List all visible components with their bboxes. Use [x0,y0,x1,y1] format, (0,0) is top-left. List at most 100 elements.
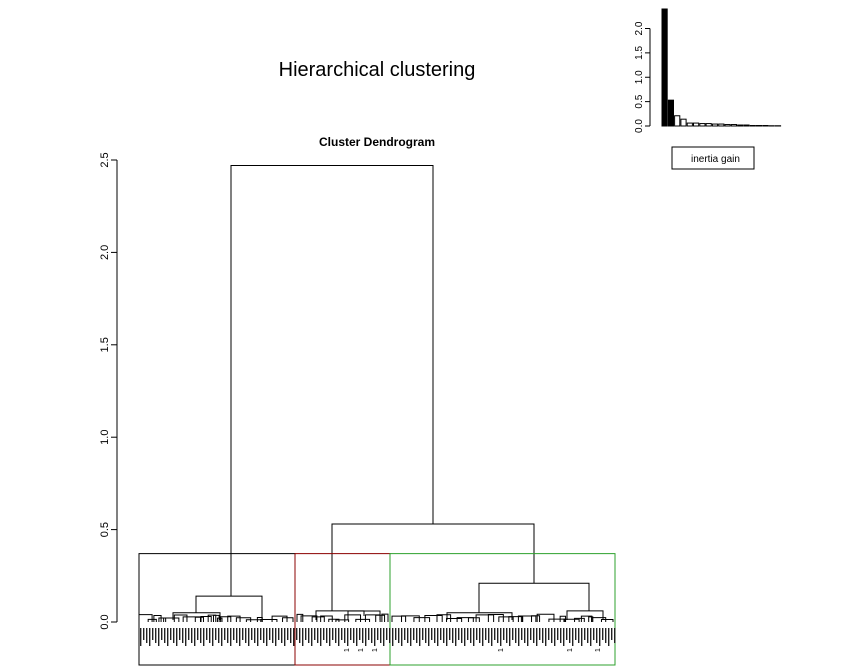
leaf-label [407,628,409,643]
leaf-label [530,628,532,640]
leaf-label [329,628,331,646]
leaf-label [428,628,430,646]
leaf-label [584,628,586,640]
leaf-label [200,628,202,643]
leaf-label [170,628,172,640]
leaf-label [503,628,505,640]
leaf-label [485,628,487,640]
leaf-label [611,628,613,640]
leaf-label [284,628,286,646]
leaf-label [320,628,322,646]
leaf-label [581,628,583,646]
leaf-label [287,628,289,640]
leaf-link [182,616,201,622]
leaf-label [302,628,304,646]
leaf-label [557,628,559,640]
leaf-label [296,628,298,640]
leaf-label [590,628,592,646]
leaf-link [245,619,263,622]
leaf-label-text: 1 [372,648,379,652]
leaf-label [272,628,274,643]
leaf-label [389,628,391,643]
inertia-bar [693,122,700,127]
leaf-label [566,628,568,640]
leaf-label [308,628,310,643]
leaf-label [383,628,385,646]
leaf-link [311,616,325,622]
leaf-label [182,628,184,643]
leaf-link [300,615,318,622]
leaf-link [401,615,420,622]
leaf-label [239,628,241,646]
leaf-label [380,628,382,643]
inertia-y-tick-label: 1.0 [634,70,645,84]
leaf-link [194,616,204,622]
leaf-label [188,628,190,640]
leaf-label [353,628,355,643]
leaf-link [467,617,480,622]
leaf-label [548,628,550,640]
inertia-bar [667,99,674,127]
leaf-label [473,628,475,646]
leaf-label [155,628,157,643]
leaf-label [443,628,445,643]
cluster-boxes [138,553,616,666]
leaf-label [506,628,508,643]
legend-label: inertia gain [691,154,740,165]
leaf-label [599,628,601,646]
leaf-label [497,628,499,643]
link-cluster1a [172,612,221,620]
leaf-label [341,628,343,640]
leaf-link [536,613,555,622]
leaf-label [392,628,394,646]
leaf-link [563,618,580,622]
link-cluster3 [478,582,590,613]
leaf-label [614,628,616,643]
leaf-label [401,628,403,646]
leaf-link [216,617,223,622]
leaf-label [494,628,496,640]
inertia-y-tick-label: 0.0 [634,119,645,133]
leaf-label [431,628,433,640]
leaf-label [203,628,205,646]
leaf-link [381,613,389,622]
leaf-label [227,628,229,643]
leaf-label [350,628,352,640]
leaf-label [158,628,160,646]
leaf-label [410,628,412,646]
leaf-label [233,628,235,640]
leaf-label [359,628,361,640]
leaf-link [487,613,504,622]
inertia-bar [718,123,725,127]
leaf-link [200,615,212,622]
dendrogram-y-axis: 0.0 0.5 1.0 1.5 2.0 2.5 [99,152,118,630]
leaf-label [572,628,574,646]
leaf-label [251,628,253,640]
leaf-link [282,617,294,622]
leaf-label [212,628,214,646]
leaf-label-text: 1 [358,648,365,652]
leaf-link [153,614,162,622]
leaf-label [371,628,373,643]
leaf-label [317,628,319,643]
leaf-label [527,628,529,646]
leaf-link [271,615,288,622]
leaf-label [344,628,346,643]
leaf-label [290,628,292,643]
inertia-bar [743,124,750,127]
leaf-label [425,628,427,643]
leaf-label [164,628,166,643]
y-tick-label: 1.5 [99,337,111,352]
inertia-bar [724,124,731,127]
leaf-label [395,628,397,640]
dendrogram-subtitle: Cluster Dendrogram [319,135,435,149]
dendrogram-tree [138,165,614,622]
legend-box [671,146,755,170]
leaf-link [355,618,371,622]
inertia-bar [711,123,719,127]
leaf-link [364,614,381,622]
leaf-label [281,628,283,643]
leaf-label [434,628,436,643]
leaf-label [275,628,277,646]
leaf-label-text: 1 [567,648,574,652]
